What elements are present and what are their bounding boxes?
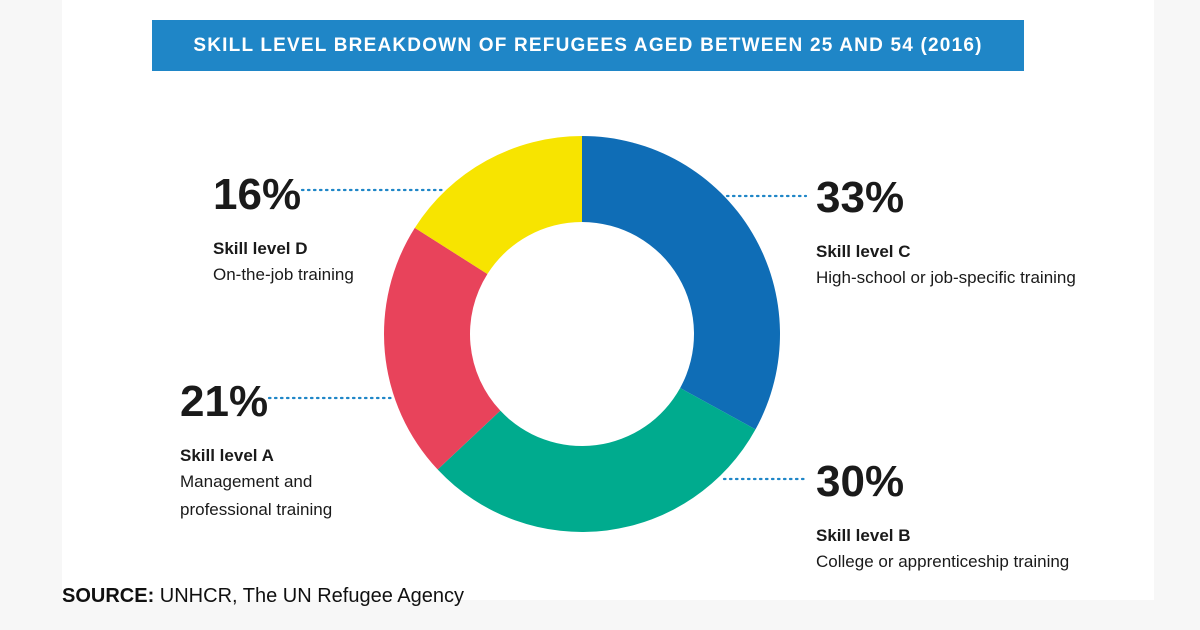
description-skill-level-c: High-school or job-specific training — [816, 268, 1076, 287]
description-skill-level-a-line-1: Management and — [180, 472, 313, 491]
donut-slice-skill-level-c — [582, 136, 780, 430]
level-label-skill-level-d: Skill level D — [213, 239, 308, 258]
source-note: SOURCE: UNHCR, The UN Refugee Agency — [62, 585, 464, 608]
label-group-skill-level-d: 16% Skill level D On-the-job training — [213, 173, 354, 289]
level-label-skill-level-c: Skill level C — [816, 242, 911, 261]
description-skill-level-b: College or apprenticeship training — [816, 552, 1070, 571]
label-group-skill-level-b: 30% Skill level B College or apprentices… — [816, 460, 1069, 576]
percent-label-skill-level-a: 21% — [180, 377, 269, 426]
percent-label-skill-level-d: 16% — [213, 170, 302, 219]
label-group-skill-level-c: 33% Skill level C High-school or job-spe… — [816, 176, 1076, 292]
description-skill-level-a-line-2: professional training — [180, 500, 333, 519]
level-label-skill-level-a: Skill level A — [180, 446, 274, 465]
donut-slice-skill-level-d — [414, 136, 582, 274]
chart-title: SKILL LEVEL BREAKDOWN OF REFUGEES AGED B… — [152, 20, 1024, 71]
donut-slice-skill-level-a — [384, 227, 501, 470]
source-prefix: SOURCE: — [62, 585, 155, 607]
percent-label-skill-level-b: 30% — [816, 457, 905, 506]
label-group-skill-level-a: 21% Skill level A Management and profess… — [180, 380, 332, 524]
percent-label-skill-level-c: 33% — [816, 173, 905, 222]
description-skill-level-d: On-the-job training — [213, 265, 354, 284]
donut-slice-skill-level-b — [437, 387, 756, 532]
source-text: UNHCR, The UN Refugee Agency — [154, 585, 464, 607]
level-label-skill-level-b: Skill level B — [816, 526, 911, 545]
